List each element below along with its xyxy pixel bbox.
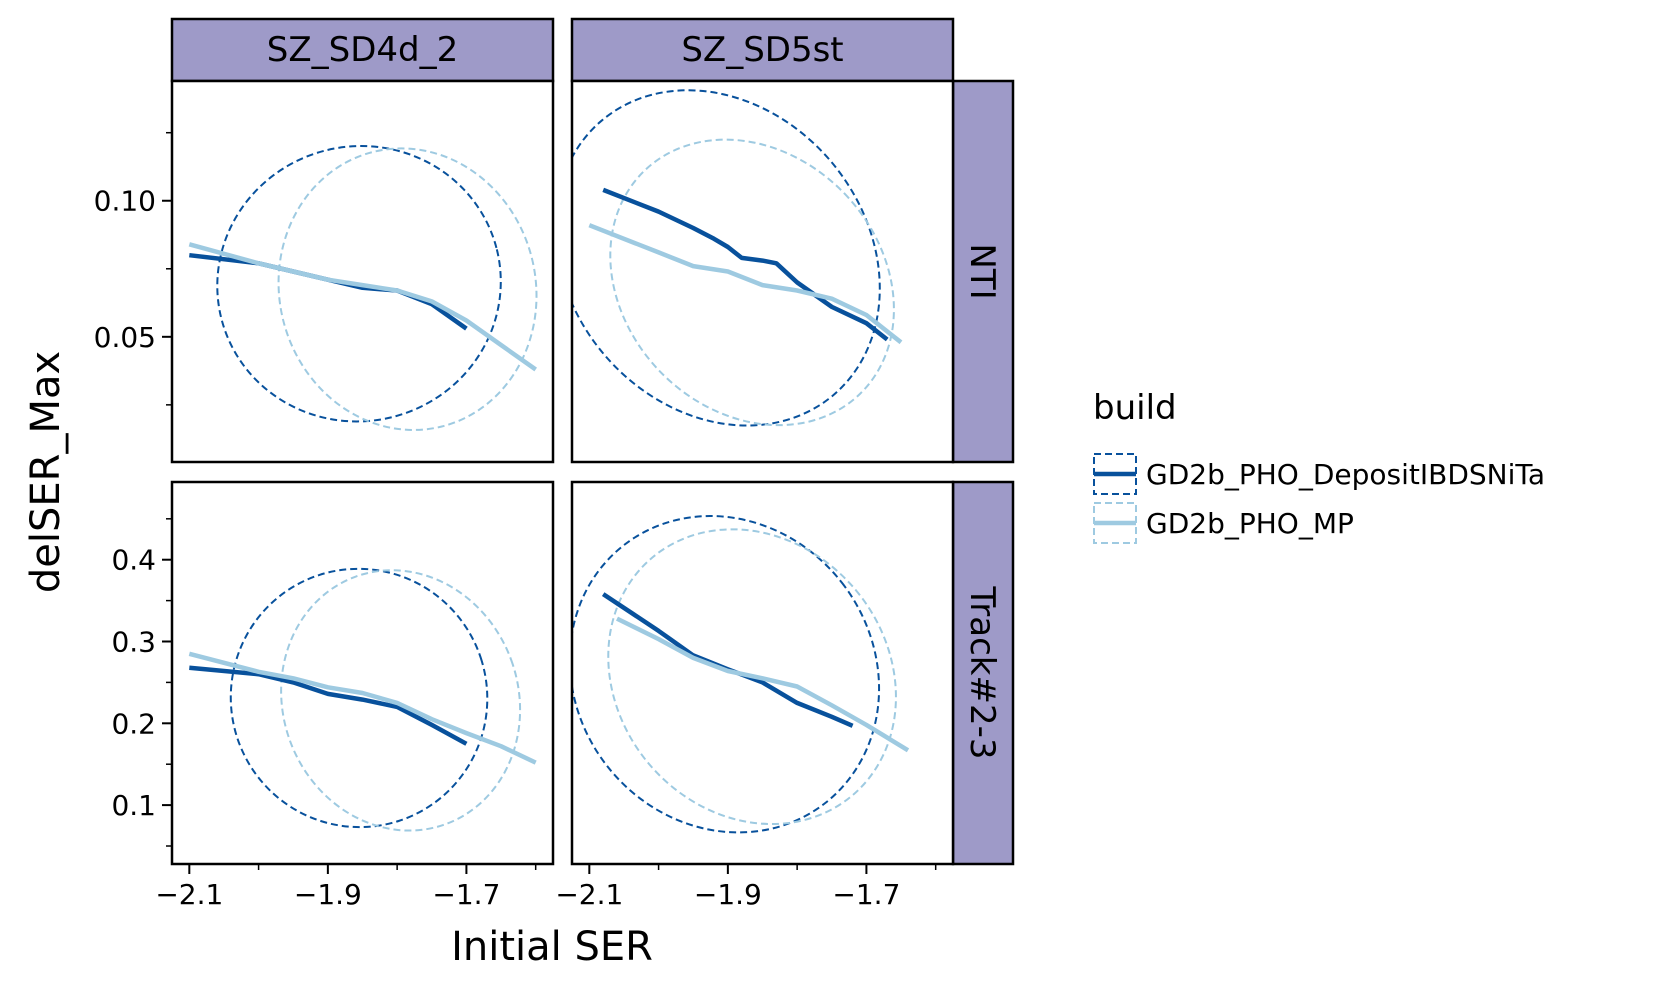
x-tick-label: −1.9 — [694, 878, 762, 911]
y-axis-title: delSER_Max — [23, 351, 69, 593]
y-tick-label: 0.3 — [111, 626, 156, 659]
y-tick-label: 0.4 — [111, 544, 156, 577]
legend-label-1: GD2b_PHO_DepositIBDSNiTa — [1146, 458, 1545, 491]
legend-item-1: GD2b_PHO_DepositIBDSNiTa — [1093, 453, 1545, 495]
panel-border — [570, 480, 955, 866]
panel-nti-sz-sd5st — [570, 79, 955, 464]
x-tick-label: −1.7 — [432, 878, 500, 911]
panel-track-sz-sd4d-2 — [170, 480, 555, 866]
y-tick-label: 0.05 — [94, 321, 156, 354]
legend: build GD2b_PHO_DepositIBDSNiTa GD2b_PHO_… — [1093, 388, 1545, 544]
row-strip-1-label: NTI — [962, 243, 1002, 299]
col-strip-1-label: SZ_SD4d_2 — [267, 30, 458, 70]
x-tick-label: −1.7 — [832, 878, 900, 911]
panel-plot-area — [572, 89, 903, 427]
x-tick-label: −1.9 — [294, 878, 362, 911]
col-strip-2-label: SZ_SD5st — [681, 30, 843, 70]
panel-plot-area — [188, 145, 538, 431]
panel-border — [170, 480, 555, 866]
line-gd2b-pho-depositibdsnita — [602, 187, 889, 342]
x-axis-title: Initial SER — [451, 924, 653, 970]
panel-background — [172, 81, 553, 462]
x-axis-left: −2.1 −1.9 −1.7 — [155, 864, 537, 911]
y-tick-label: 0.10 — [94, 185, 156, 218]
col-strip-1: SZ_SD4d_2 — [170, 17, 555, 83]
ellipse-gd2b-pho-mp — [607, 528, 897, 826]
legend-title: build — [1093, 388, 1177, 428]
panel-plot-area — [188, 567, 537, 832]
x-tick-label: −2.1 — [555, 878, 623, 911]
x-tick-label: −2.1 — [155, 878, 223, 911]
line-gd2b-pho-mp — [588, 223, 903, 345]
y-axis-track: 0.1 0.2 0.3 0.4 — [111, 518, 172, 847]
col-strip-2: SZ_SD5st — [570, 17, 955, 83]
line-gd2b-pho-mp — [188, 242, 537, 372]
panel-background — [572, 81, 953, 462]
panel-track-sz-sd5st — [570, 480, 955, 866]
legend-label-2: GD2b_PHO_MP — [1146, 507, 1354, 540]
panel-nti-sz-sd4d-2 — [170, 79, 555, 464]
panel-border — [570, 79, 955, 464]
y-axis-nti: 0.05 0.10 — [94, 131, 172, 406]
panel-background — [572, 482, 953, 864]
ellipse-gd2b-pho-depositibdsnita — [229, 567, 489, 829]
row-strip-2: Track#2-3 — [951, 480, 1015, 866]
ellipse-gd2b-pho-depositibdsnita — [572, 515, 881, 834]
row-strip-2-label: Track#2-3 — [962, 586, 1002, 760]
line-gd2b-pho-depositibdsnita — [189, 665, 468, 746]
panel-border — [170, 79, 555, 464]
ellipse-gd2b-pho-mp — [609, 138, 895, 427]
ellipse-gd2b-pho-depositibdsnita — [216, 145, 502, 423]
ellipse-gd2b-pho-mp — [277, 147, 538, 431]
y-tick-label: 0.2 — [111, 707, 156, 740]
row-strip-1: NTI — [951, 79, 1015, 464]
ellipse-gd2b-pho-mp — [280, 569, 522, 832]
ellipse-gd2b-pho-depositibdsnita — [572, 89, 881, 427]
legend-item-2: GD2b_PHO_MP — [1093, 502, 1354, 544]
line-gd2b-pho-mp — [188, 651, 537, 765]
y-tick-label: 0.1 — [111, 789, 156, 822]
x-axis-right: −2.1 −1.9 −1.7 — [555, 864, 937, 911]
line-gd2b-pho-mp — [616, 616, 910, 753]
panel-plot-area — [572, 515, 910, 834]
